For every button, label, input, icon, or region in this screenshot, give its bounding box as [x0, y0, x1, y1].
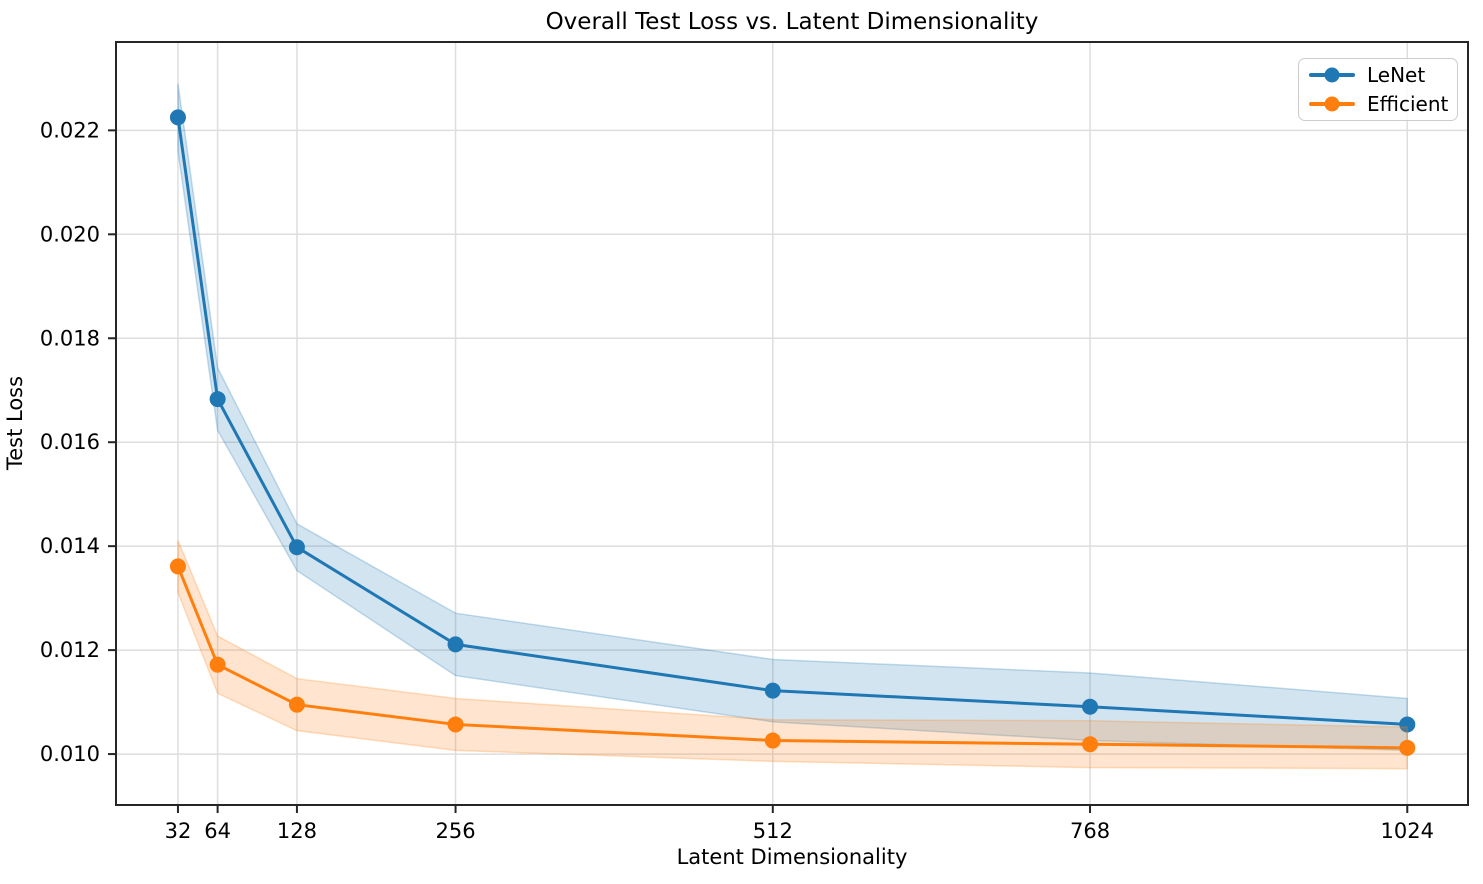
efficient-marker: [764, 732, 781, 749]
x-tick-label: 256: [436, 819, 476, 843]
y-tick-label: 0.022: [40, 118, 100, 142]
x-tick-label: 1024: [1381, 819, 1434, 843]
lenet-marker: [169, 109, 186, 126]
x-tick-label: 64: [204, 819, 231, 843]
efficient-line-sample: [1309, 96, 1355, 112]
efficient-marker-icon: [1324, 96, 1340, 112]
x-axis-label: Latent Dimensionality: [676, 845, 908, 869]
legend-item-efficient: Efficient: [1309, 92, 1449, 116]
efficient-marker: [447, 716, 464, 733]
y-tick-label: 0.010: [40, 742, 100, 766]
efficient-band: [177, 540, 1409, 770]
efficient-marker: [1399, 739, 1416, 756]
y-tick-label: 0.018: [40, 326, 100, 350]
efficient-marker: [169, 558, 186, 575]
lenet-marker: [1399, 716, 1416, 733]
y-axis-label: Test Loss: [3, 375, 27, 471]
efficient-marker: [209, 656, 226, 673]
y-tick-label: 0.020: [40, 222, 100, 246]
lenet-line: [176, 117, 1408, 726]
legend-label-lenet: LeNet: [1367, 63, 1426, 87]
lenet-marker: [1082, 698, 1099, 715]
y-tick-label: 0.016: [40, 430, 100, 454]
lenet-marker: [764, 682, 781, 699]
legend-label-efficient: Efficient: [1367, 92, 1449, 116]
chart-title: Overall Test Loss vs. Latent Dimensional…: [545, 9, 1039, 35]
legend: LeNet Efficient: [1298, 58, 1458, 121]
efficient-marker: [1082, 736, 1099, 753]
x-tick-label: 768: [1070, 819, 1110, 843]
efficient-marker: [288, 696, 305, 713]
axes-frame: [115, 41, 1469, 806]
lenet-marker: [447, 636, 464, 653]
y-tick-label: 0.014: [40, 534, 100, 558]
y-tick-label: 0.012: [40, 638, 100, 662]
legend-item-lenet: LeNet: [1309, 65, 1447, 85]
x-tick-label: 512: [753, 819, 793, 843]
lenet-marker: [209, 391, 226, 408]
lenet-marker: [288, 539, 305, 556]
lenet-line-sample: [1309, 67, 1355, 83]
x-tick-label: 128: [277, 819, 317, 843]
x-tick-label: 32: [165, 819, 192, 843]
lenet-marker-icon: [1324, 67, 1340, 83]
